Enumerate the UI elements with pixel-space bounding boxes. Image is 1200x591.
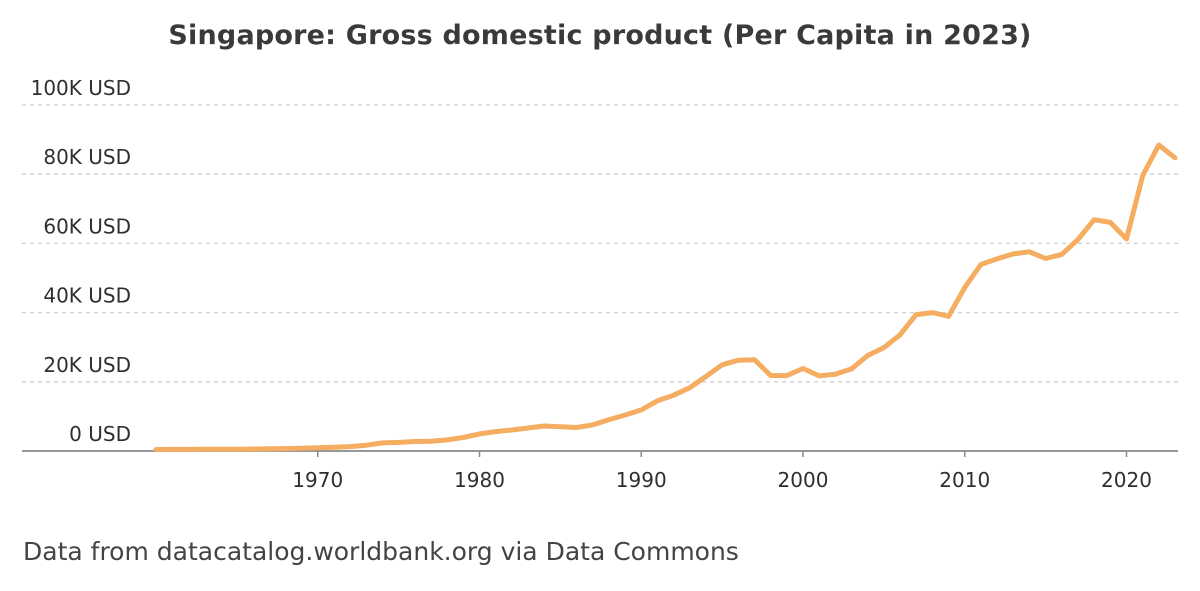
series-lines [153, 142, 1178, 452]
x-tick-label: 1980 [454, 468, 505, 492]
x-tick-label: 2010 [939, 468, 990, 492]
y-tick-label: 100K USD [31, 76, 131, 100]
y-tick-label: 80K USD [43, 145, 131, 169]
chart-title: Singapore: Gross domestic product (Per C… [168, 20, 1032, 51]
y-tick-label: 60K USD [43, 214, 131, 238]
y-tick-label: 0 USD [69, 422, 131, 446]
y-tick-label: 40K USD [43, 284, 131, 308]
y-axis-ticks: 0 USD 20K USD 40K USD 60K USD 80K USD 100K US… [31, 76, 131, 446]
series-line [153, 142, 1178, 452]
x-tick-label: 2020 [1101, 468, 1152, 492]
y-tick-label: 20K USD [43, 353, 131, 377]
x-tick-label: 2000 [778, 468, 829, 492]
gridlines [22, 104, 1178, 383]
source-note: Data from datacatalog.worldbank.org via … [23, 537, 739, 566]
x-tick-label: 1970 [292, 468, 343, 492]
x-tick-label: 1990 [616, 468, 667, 492]
x-axis-ticks: 1970 1980 1990 2000 2010 2020 [292, 451, 1152, 492]
